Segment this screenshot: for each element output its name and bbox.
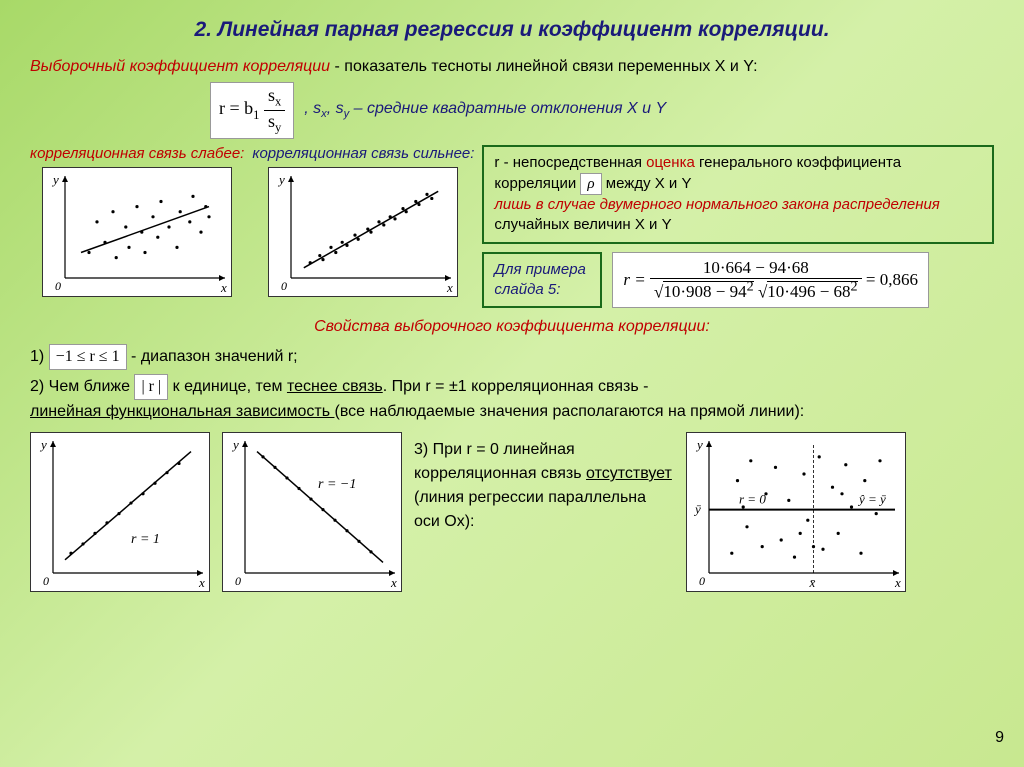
range-box: −1 ≤ r ≤ 1: [49, 344, 127, 370]
r-zero-chart: y x 0 r = 0 ȳ x̄ ŷ = ȳ: [686, 432, 906, 592]
svg-text:r = 0: r = 0: [739, 492, 766, 507]
example-formula: r = 10·664 − 94·68 √10·908 − 942 √10·496…: [612, 252, 929, 309]
svg-text:0: 0: [699, 574, 705, 588]
svg-text:y: y: [695, 437, 703, 452]
svg-text:x: x: [390, 575, 397, 590]
svg-text:0: 0: [43, 574, 49, 588]
prop-2: 2) Чем ближе | r | к единице, тем теснее…: [30, 374, 994, 424]
rho-symbol: ρ: [580, 173, 601, 195]
svg-text:x: x: [198, 575, 205, 590]
weak-scatter-chart: y x 0: [42, 167, 232, 297]
page-number: 9: [995, 729, 1004, 747]
svg-text:r = 1: r = 1: [131, 532, 160, 547]
svg-text:0: 0: [235, 574, 241, 588]
prop-3: 3) При r = 0 линейная корреляционная свя…: [414, 432, 674, 534]
r-plus-1-chart: y x 0 r = 1: [30, 432, 210, 592]
slide-title: 2. Линейная парная регрессия и коэффицие…: [30, 18, 994, 42]
svg-text:0: 0: [55, 279, 61, 293]
weak-col: корреляционная связь слабее: y x 0: [30, 145, 244, 297]
svg-text:ȳ: ȳ: [693, 502, 701, 517]
properties-title: Свойства выборочного коэффициента коррел…: [30, 318, 994, 336]
strong-scatter-chart: y x 0: [268, 167, 458, 297]
intro-def: - показатель тесноты линейной связи пере…: [330, 58, 757, 75]
svg-text:x: x: [220, 280, 227, 295]
intro-line: Выборочный коэффициент корреляции - пока…: [30, 56, 994, 78]
svg-text:ŷ = ȳ: ŷ = ȳ: [857, 492, 886, 507]
sd-note: , sx, sy – средние квадратные отклонения…: [304, 100, 666, 120]
weak-label: корреляционная связь слабее:: [30, 145, 244, 163]
r-formula: r = b1 sxsy: [210, 82, 294, 138]
svg-text:y: y: [231, 437, 239, 452]
svg-text:0: 0: [281, 279, 287, 293]
svg-text:x̄: x̄: [809, 575, 816, 590]
strong-col: корреляционная связь сильнее: y x 0: [252, 145, 474, 297]
svg-text:y: y: [51, 172, 59, 187]
prop-1: 1) −1 ≤ r ≤ 1 - диапазон значений r;: [30, 344, 994, 370]
strong-label: корреляционная связь сильнее:: [252, 145, 474, 163]
r-minus-1-chart: y x 0 r = −1: [222, 432, 402, 592]
example-label-box: Для примера слайда 5:: [482, 252, 602, 309]
svg-text:x: x: [446, 280, 453, 295]
explanation-box: r - непосредственная оценка генерального…: [482, 145, 994, 244]
svg-text:x: x: [894, 575, 901, 590]
svg-text:y: y: [39, 437, 47, 452]
svg-text:r = −1: r = −1: [318, 477, 356, 492]
svg-text:y: y: [277, 172, 285, 187]
abs-r-box: | r |: [134, 374, 168, 400]
intro-term: Выборочный коэффициент корреляции: [30, 58, 330, 75]
